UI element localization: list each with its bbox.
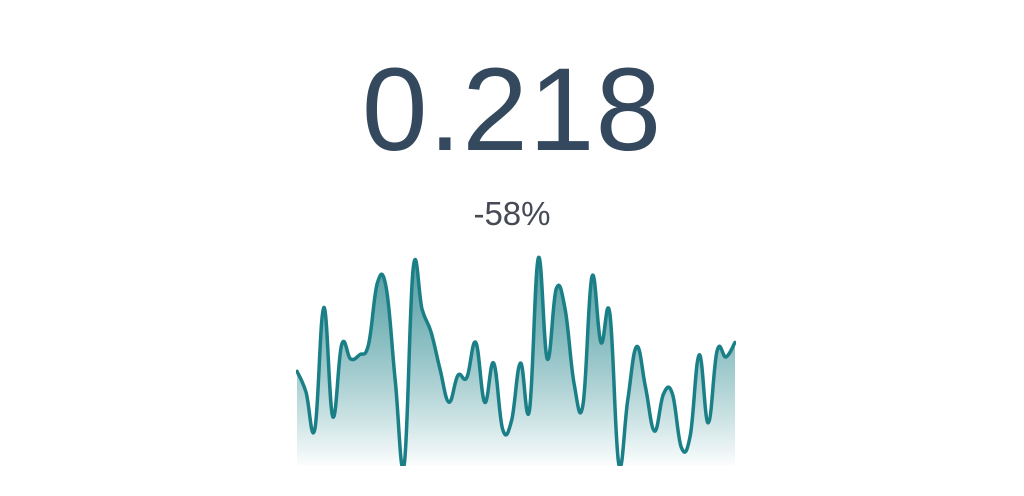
metric-change: -58% xyxy=(473,195,551,232)
sparkline-area xyxy=(297,257,735,466)
sparkline-chart xyxy=(296,255,736,466)
metric-value: 0.218 xyxy=(361,44,663,176)
sparkline-line xyxy=(296,255,736,466)
